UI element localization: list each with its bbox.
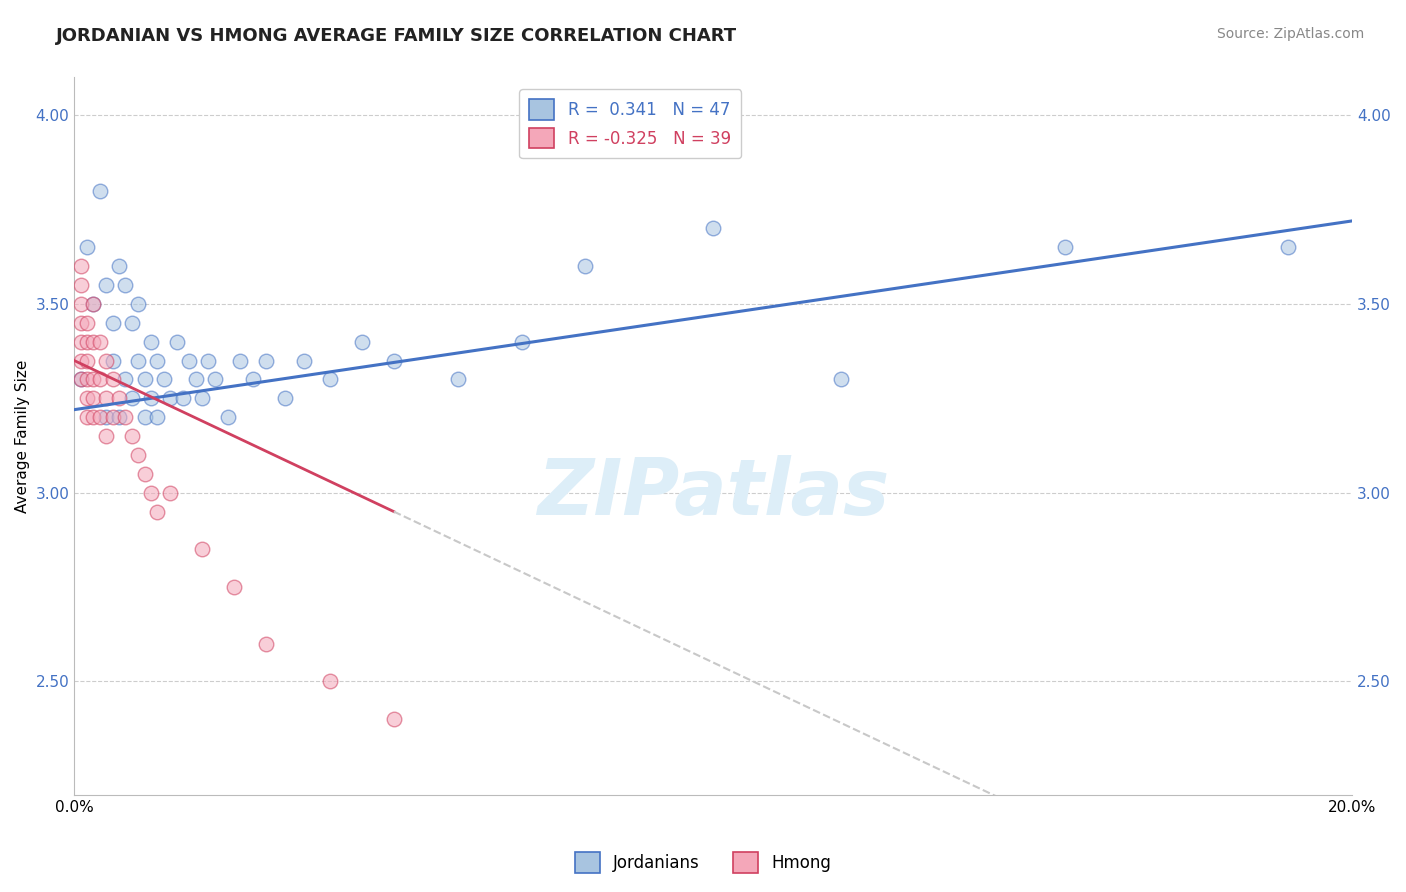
Point xyxy=(172,392,194,406)
Point xyxy=(114,410,136,425)
Point xyxy=(146,353,169,368)
Point xyxy=(197,353,219,368)
Point xyxy=(69,278,91,293)
Point xyxy=(292,353,315,368)
Point xyxy=(96,410,118,425)
Point xyxy=(1053,240,1076,254)
Point xyxy=(108,392,131,406)
Point xyxy=(152,372,174,386)
Point xyxy=(76,392,98,406)
Point xyxy=(382,353,405,368)
Point xyxy=(319,674,342,689)
Text: Source: ZipAtlas.com: Source: ZipAtlas.com xyxy=(1216,27,1364,41)
Point xyxy=(254,637,277,651)
Point xyxy=(350,334,373,349)
Point xyxy=(82,334,104,349)
Point xyxy=(89,334,111,349)
Point xyxy=(108,259,131,273)
Point xyxy=(121,316,143,330)
Point xyxy=(139,392,162,406)
Point xyxy=(274,392,297,406)
Y-axis label: Average Family Size: Average Family Size xyxy=(15,359,30,513)
Point xyxy=(830,372,852,386)
Point xyxy=(121,392,143,406)
Point xyxy=(204,372,226,386)
Point xyxy=(1277,240,1299,254)
Point xyxy=(69,372,91,386)
Point xyxy=(114,278,136,293)
Point xyxy=(76,316,98,330)
Point xyxy=(69,297,91,311)
Point xyxy=(254,353,277,368)
Text: JORDANIAN VS HMONG AVERAGE FAMILY SIZE CORRELATION CHART: JORDANIAN VS HMONG AVERAGE FAMILY SIZE C… xyxy=(56,27,737,45)
Point xyxy=(82,297,104,311)
Point xyxy=(139,334,162,349)
Point xyxy=(127,297,149,311)
Point xyxy=(217,410,239,425)
Point xyxy=(127,353,149,368)
Point xyxy=(69,353,91,368)
Point xyxy=(166,334,188,349)
Point xyxy=(96,392,118,406)
Point xyxy=(702,221,724,235)
Point xyxy=(191,392,214,406)
Point xyxy=(319,372,342,386)
Point xyxy=(89,184,111,198)
Point xyxy=(76,372,98,386)
Point xyxy=(76,410,98,425)
Point xyxy=(184,372,207,386)
Point xyxy=(101,410,124,425)
Point xyxy=(101,372,124,386)
Point xyxy=(179,353,201,368)
Point xyxy=(159,485,181,500)
Point xyxy=(96,278,118,293)
Point xyxy=(69,334,91,349)
Point xyxy=(139,485,162,500)
Point xyxy=(96,429,118,443)
Point xyxy=(82,297,104,311)
Point xyxy=(101,316,124,330)
Point xyxy=(76,240,98,254)
Point xyxy=(382,712,405,726)
Point xyxy=(191,542,214,557)
Point xyxy=(146,410,169,425)
Point xyxy=(510,334,533,349)
Legend: Jordanians, Hmong: Jordanians, Hmong xyxy=(568,846,838,880)
Point xyxy=(82,410,104,425)
Point xyxy=(222,580,245,594)
Point xyxy=(229,353,252,368)
Point xyxy=(114,372,136,386)
Point xyxy=(76,334,98,349)
Point xyxy=(242,372,264,386)
Point xyxy=(82,392,104,406)
Point xyxy=(82,372,104,386)
Point xyxy=(89,372,111,386)
Text: ZIPatlas: ZIPatlas xyxy=(537,456,890,532)
Point xyxy=(89,410,111,425)
Point xyxy=(447,372,470,386)
Point xyxy=(69,259,91,273)
Point xyxy=(108,410,131,425)
Point xyxy=(127,448,149,462)
Point xyxy=(69,316,91,330)
Point xyxy=(134,372,156,386)
Legend: R =  0.341   N = 47, R = -0.325   N = 39: R = 0.341 N = 47, R = -0.325 N = 39 xyxy=(519,89,741,159)
Point xyxy=(76,353,98,368)
Point xyxy=(69,372,91,386)
Point xyxy=(574,259,596,273)
Point xyxy=(101,353,124,368)
Point xyxy=(134,467,156,481)
Point xyxy=(121,429,143,443)
Point xyxy=(134,410,156,425)
Point xyxy=(146,505,169,519)
Point xyxy=(159,392,181,406)
Point xyxy=(96,353,118,368)
